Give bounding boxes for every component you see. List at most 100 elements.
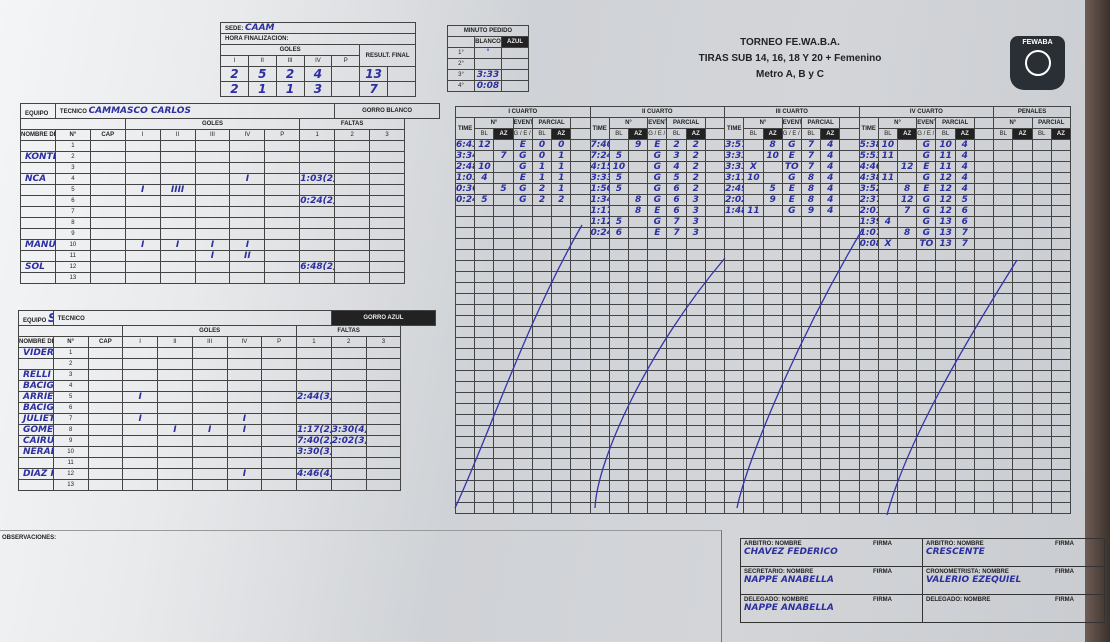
tecnico-label: TECNICO	[59, 109, 87, 115]
player-goals	[124, 272, 161, 284]
player-foul: 6:48(2)	[299, 261, 336, 273]
timeout-blanco: '	[474, 47, 502, 59]
player-name[interactable]	[20, 206, 56, 218]
player-row: NERALI ANA LAURA10 3:30(3)	[18, 446, 436, 458]
official-cell[interactable]: ARBITRO: NOMBRE FIRMA CHAVEZ FEDERICO	[740, 538, 923, 567]
player-number: 3	[52, 369, 89, 381]
player-foul	[330, 369, 367, 381]
player-goals	[124, 140, 161, 152]
hora-row: HORA FINALIZACION:	[220, 33, 416, 45]
player-name[interactable]	[20, 272, 56, 284]
official-cell[interactable]: DELEGADO: NOMBRE FIRMA	[922, 594, 1105, 623]
time-header: TIME	[589, 117, 610, 140]
blue-team-table: EQUIPO SUTHERTECNICO GORRO AZULGOLESFALT…	[17, 310, 437, 491]
cell	[447, 36, 475, 48]
cell: BL	[531, 128, 553, 140]
player-goals	[229, 195, 266, 207]
player-goals	[159, 228, 196, 240]
player-goals	[226, 358, 263, 370]
player-name[interactable]: NCA	[20, 173, 56, 185]
player-number: 1	[52, 347, 89, 359]
player-foul: 3:30(4)	[330, 424, 367, 436]
player-name[interactable]	[18, 358, 54, 370]
player-name[interactable]: MANUELA	[20, 239, 56, 251]
player-cap	[89, 162, 126, 174]
player-goals	[194, 228, 231, 240]
player-row: 6 0:24(2)	[20, 195, 440, 207]
player-row: GOMEZ ROCIO8III1:17(2)3:30(4)	[18, 424, 436, 436]
player-goals: I	[229, 239, 266, 251]
time-header: TIME	[858, 117, 879, 140]
player-name[interactable]: VIDERRAGAIN ALDANA	[18, 347, 54, 359]
player-goals	[229, 162, 266, 174]
cell: G / E / P	[916, 128, 937, 140]
faltas-header: FALTAS	[295, 325, 402, 337]
player-name[interactable]	[18, 457, 54, 469]
player-name[interactable]: KONTELA	[20, 151, 56, 163]
player-goals	[194, 261, 231, 273]
player-row: 11	[18, 457, 436, 469]
player-name[interactable]	[20, 184, 56, 196]
player-name[interactable]	[18, 479, 54, 491]
timeout-azul	[501, 69, 529, 81]
player-row: DIAZ ROCIO12 I 4:46(4)	[18, 468, 436, 480]
player-name[interactable]: BACIGALUPO ANAHI	[18, 380, 54, 392]
player-name[interactable]: GOMEZ ROCIO	[18, 424, 54, 436]
period-score	[331, 66, 361, 82]
official-cell[interactable]: SECRETARIO: NOMBRE FIRMA NAPPE ANABELLA	[740, 566, 923, 595]
player-goals	[159, 206, 196, 218]
player-name[interactable]	[20, 195, 56, 207]
player-name[interactable]: JULIETA AULIEL	[18, 413, 54, 425]
official-cell[interactable]: ARBITRO: NOMBRE FIRMA CRESCENTE	[922, 538, 1105, 567]
period-score: 2	[220, 66, 249, 82]
player-goals	[122, 424, 158, 436]
official-name: NAPPE ANABELLA	[744, 575, 834, 585]
player-goals	[124, 261, 161, 273]
cell	[973, 117, 995, 129]
official-cell[interactable]: DELEGADO: NOMBRE FIRMA NAPPE ANABELLA	[740, 594, 923, 623]
player-name[interactable]	[20, 250, 56, 262]
player-row: 7	[20, 206, 440, 218]
player-name[interactable]: DIAZ ROCIO	[18, 468, 54, 480]
player-name[interactable]: BACIGALUPO FAGOLI	[18, 402, 54, 414]
player-row: 3	[20, 162, 440, 174]
player-goals	[229, 272, 266, 284]
cell: AZ	[627, 128, 649, 140]
logo-text: FEWABA	[1022, 39, 1053, 46]
player-foul	[369, 184, 405, 196]
cell: CAP	[89, 129, 126, 141]
player-goals	[191, 380, 228, 392]
player-name[interactable]	[20, 162, 56, 174]
player-name[interactable]: CAIRUGA YAMIN	[18, 435, 54, 447]
player-foul	[296, 380, 332, 392]
ball-icon	[1024, 50, 1051, 76]
official-cell[interactable]: CRONOMETRISTA: NOMBRE FIRMA VALERIO EZEQUI…	[922, 566, 1105, 595]
player-foul	[299, 206, 336, 218]
player-number: 11	[54, 250, 91, 262]
player-name[interactable]	[20, 228, 56, 240]
event-row	[454, 392, 1072, 404]
player-name[interactable]	[20, 140, 56, 152]
official-role: ARBITRO: NOMBRE	[926, 541, 984, 547]
cell: P	[261, 336, 297, 348]
cell: P	[264, 129, 301, 141]
player-foul	[369, 195, 405, 207]
title-line2: TIRAS SUB 14, 16, 18 Y 20 + Femenino	[698, 53, 882, 64]
player-foul	[369, 272, 405, 284]
team-name-cell: EQUIPO	[20, 103, 56, 119]
cell: EVENTO	[647, 117, 668, 129]
cell: III	[191, 336, 228, 348]
player-name[interactable]: ARRIETA CANDELA	[18, 391, 54, 403]
official-name: CRESCENTE	[926, 547, 985, 557]
player-foul	[365, 424, 402, 436]
player-name[interactable]: SOL	[20, 261, 56, 273]
observaciones-box[interactable]	[0, 530, 722, 642]
player-name[interactable]: RELLI ARIADNA	[18, 369, 54, 381]
player-goals	[122, 358, 158, 370]
player-foul	[296, 369, 332, 381]
player-goals: I	[124, 239, 161, 251]
player-name[interactable]	[20, 217, 56, 229]
player-name[interactable]: NERALI ANA LAURA	[18, 446, 54, 458]
player-number: 6	[54, 195, 91, 207]
player-number: 12	[54, 261, 91, 273]
